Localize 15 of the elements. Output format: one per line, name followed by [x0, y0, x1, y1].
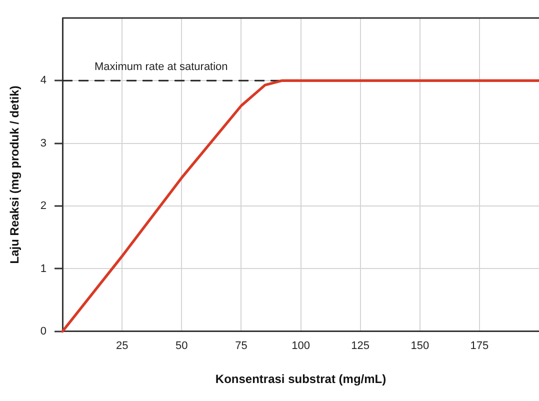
- x-tick-label: 50: [176, 340, 188, 352]
- x-tick-label: 100: [292, 340, 310, 352]
- y-tick-label: 3: [40, 137, 47, 150]
- x-tick-label: 25: [116, 340, 128, 352]
- y-tick-label: 2: [40, 200, 47, 212]
- x-tick-label: 175: [470, 340, 489, 352]
- x-tick-label: 150: [410, 340, 430, 352]
- y-tick-label: 1: [40, 262, 47, 275]
- x-tick-label: 125: [351, 340, 370, 352]
- x-axis-title: Konsentrasi substrat (mg/mL): [215, 372, 386, 386]
- ref-line-label: Maximum rate at saturation: [94, 61, 228, 74]
- y-tick-label: 0: [40, 325, 47, 338]
- x-tick-label: 75: [235, 340, 248, 352]
- y-axis-title: Laju Reaksi (mg produk / detik): [8, 86, 22, 264]
- y-tick-label: 4: [40, 74, 47, 87]
